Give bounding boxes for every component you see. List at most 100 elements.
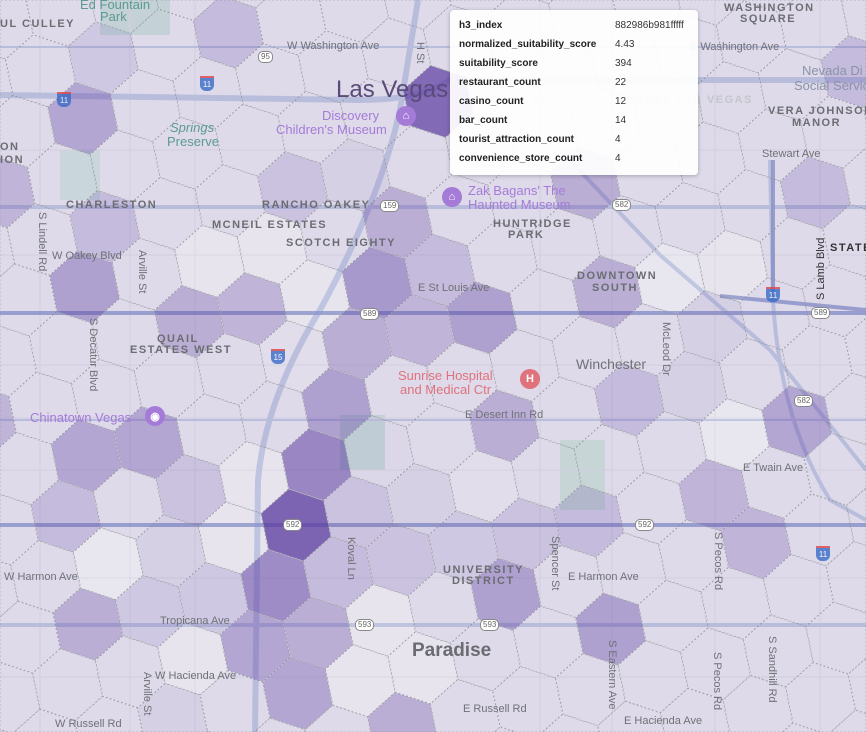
- hex-cell[interactable]: [660, 688, 730, 732]
- hex-cell[interactable]: [0, 662, 41, 732]
- hex-cell[interactable]: [739, 277, 810, 350]
- hex-cell[interactable]: [447, 281, 518, 354]
- hex-cell[interactable]: [721, 506, 792, 579]
- hex-cell[interactable]: [0, 494, 39, 566]
- hex-cell[interactable]: [494, 726, 515, 732]
- hex-cell[interactable]: [820, 35, 866, 108]
- hex-cell[interactable]: [824, 372, 866, 445]
- hex-cell[interactable]: [0, 561, 19, 618]
- hex-cell[interactable]: [0, 95, 56, 168]
- hex-cell[interactable]: [74, 696, 143, 732]
- hex-cell[interactable]: [846, 487, 866, 546]
- museum-pin-icon[interactable]: ⌂: [442, 187, 462, 207]
- hex-cell[interactable]: [805, 601, 866, 675]
- hex-cell[interactable]: [0, 393, 17, 448]
- hex-cell[interactable]: [137, 683, 208, 732]
- hex-cell[interactable]: [758, 48, 829, 121]
- hex-cell[interactable]: [617, 640, 689, 713]
- hex-cell[interactable]: [152, 116, 223, 190]
- hex-cell[interactable]: [555, 653, 626, 726]
- hex-cell[interactable]: [343, 415, 414, 488]
- hex-cell[interactable]: [384, 0, 452, 30]
- hex-cell[interactable]: [277, 91, 348, 164]
- hex-cell[interactable]: [174, 225, 245, 298]
- hex-cell[interactable]: [551, 316, 623, 389]
- hex-cell[interactable]: [157, 622, 228, 696]
- hex-cell[interactable]: [489, 329, 560, 402]
- hex-cell[interactable]: [0, 158, 35, 228]
- hex-cell[interactable]: [782, 722, 820, 732]
- hex-cell[interactable]: [321, 307, 392, 380]
- hex-cell[interactable]: [320, 138, 391, 212]
- hex-cell[interactable]: [7, 203, 78, 276]
- hex-cell[interactable]: [830, 709, 866, 732]
- hex-cell[interactable]: [387, 631, 458, 704]
- hex-cell[interactable]: [743, 0, 794, 13]
- hex-cell[interactable]: [279, 259, 350, 333]
- hex-cell[interactable]: [240, 549, 311, 622]
- hex-cell[interactable]: [678, 0, 744, 26]
- hex-cell[interactable]: [800, 96, 866, 169]
- hex-cell[interactable]: [511, 437, 582, 510]
- hex-cell[interactable]: [323, 475, 394, 549]
- hex-cell[interactable]: [697, 229, 768, 303]
- hex-cell[interactable]: [428, 510, 499, 583]
- hex-cell[interactable]: [340, 78, 411, 151]
- hex-cell[interactable]: [655, 182, 726, 255]
- hex-cell[interactable]: [282, 596, 354, 670]
- hex-cell[interactable]: [281, 428, 352, 501]
- hex-cell[interactable]: [844, 317, 866, 378]
- hex-cell[interactable]: [384, 294, 455, 367]
- hex-cell[interactable]: [51, 419, 122, 492]
- hex-cell[interactable]: [0, 326, 37, 397]
- hex-cell[interactable]: [783, 493, 854, 567]
- hex-cell[interactable]: [743, 614, 814, 688]
- hex-cell[interactable]: [592, 195, 663, 268]
- hex-cell[interactable]: [304, 705, 371, 732]
- hex-cell[interactable]: [215, 104, 286, 177]
- hex-cell[interactable]: [218, 441, 289, 514]
- hex-cell[interactable]: [68, 21, 139, 95]
- hex-cell[interactable]: [115, 575, 186, 648]
- hex-cell[interactable]: [719, 338, 790, 411]
- hex-cell[interactable]: [91, 298, 162, 371]
- hex-cell[interactable]: [345, 584, 416, 657]
- camera-pin-icon[interactable]: ◉: [145, 406, 165, 426]
- hex-cell[interactable]: [93, 467, 164, 540]
- hex-cell[interactable]: [178, 562, 249, 635]
- hex-cell[interactable]: [553, 484, 624, 558]
- hex-cell[interactable]: [848, 657, 866, 714]
- hex-cell[interactable]: [194, 164, 266, 237]
- hex-cell[interactable]: [135, 514, 206, 587]
- hex-cell[interactable]: [259, 320, 330, 393]
- hex-cell[interactable]: [597, 701, 665, 732]
- hex-cell[interactable]: [132, 177, 203, 250]
- hex-cell[interactable]: [716, 0, 787, 74]
- hex-cell[interactable]: [367, 692, 437, 732]
- hex-cell[interactable]: [220, 609, 291, 683]
- hex-cell[interactable]: [113, 406, 184, 479]
- hex-cell[interactable]: [699, 398, 770, 471]
- hex-cell[interactable]: [262, 657, 333, 730]
- hex-cell[interactable]: [73, 527, 144, 600]
- hex-cell[interactable]: [822, 204, 866, 277]
- hex-cell[interactable]: [0, 729, 7, 732]
- hex-cell[interactable]: [738, 108, 809, 182]
- hex-cell[interactable]: [722, 675, 793, 732]
- hex-cell[interactable]: [130, 8, 201, 82]
- hex-cell[interactable]: [542, 713, 600, 732]
- museum-pin-icon[interactable]: ⌂: [396, 106, 416, 126]
- hex-cell[interactable]: [0, 0, 34, 60]
- hex-cell[interactable]: [700, 567, 771, 640]
- hex-cell[interactable]: [13, 709, 78, 732]
- hex-cell[interactable]: [27, 142, 98, 216]
- hex-cell[interactable]: [91, 0, 159, 34]
- hex-cell[interactable]: [513, 605, 584, 679]
- hex-cell[interactable]: [804, 433, 866, 506]
- hex-cell[interactable]: [491, 497, 562, 571]
- hex-cell[interactable]: [254, 717, 306, 732]
- hex-cell[interactable]: [386, 463, 457, 536]
- hex-cell[interactable]: [450, 618, 521, 692]
- hex-cell[interactable]: [778, 0, 849, 61]
- hex-cell[interactable]: [492, 666, 563, 732]
